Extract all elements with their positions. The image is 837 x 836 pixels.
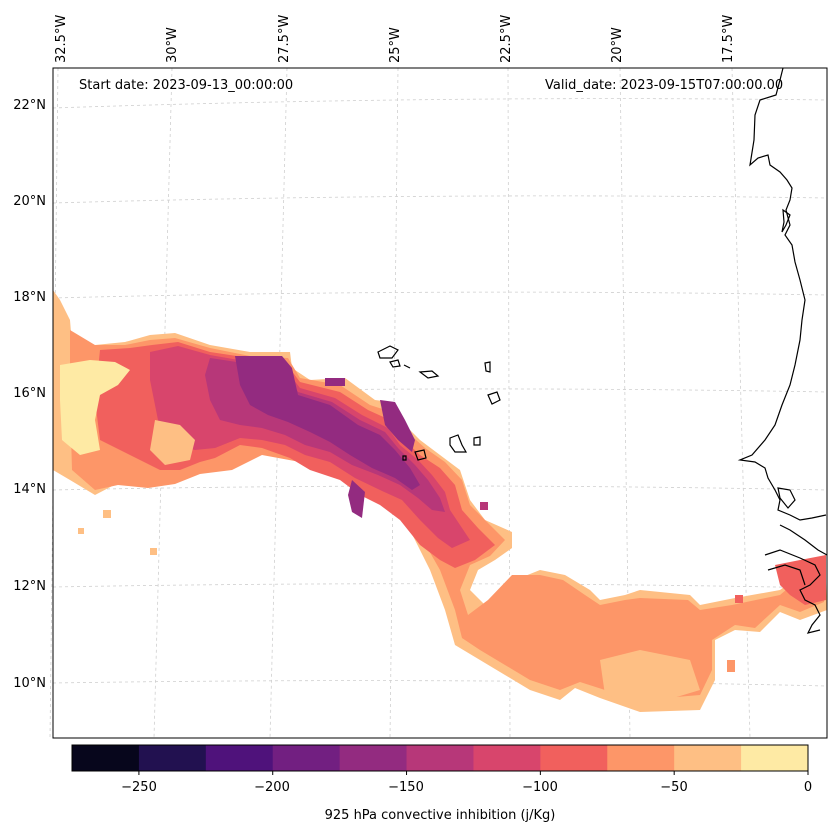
- colorbar-segment: [339, 745, 408, 771]
- colorbar-segment: [674, 745, 742, 771]
- colorbar-segment: [138, 745, 207, 771]
- cin-region-light-core-2: [600, 650, 700, 705]
- colorbar: [72, 745, 809, 771]
- colorbar-segment: [741, 745, 809, 771]
- colorbar-tick-label: 0: [803, 780, 813, 795]
- lon-label-25w: 25°W: [388, 27, 403, 63]
- lon-label-22-5w: 22.5°W: [499, 14, 514, 63]
- lon-label-30w: 30°W: [165, 27, 180, 63]
- lat-label-20n: 20°N: [13, 194, 46, 209]
- valid-date-text: Valid_date: 2023-09-15T07:00:00.00: [545, 78, 784, 93]
- lat-label-12n: 12°N: [13, 579, 46, 594]
- cin-region-palest: [60, 360, 130, 455]
- colorbar-segment: [607, 745, 675, 771]
- cin-region-salmon-2: [775, 555, 826, 605]
- cin-region-purple: [235, 356, 420, 490]
- cin-region-purple-2: [380, 400, 415, 452]
- lon-label-27-5w: 27.5°W: [277, 14, 292, 63]
- lat-label-10n: 10°N: [13, 676, 46, 691]
- cin-region-purple-3: [348, 480, 365, 518]
- colorbar-tick-label: −100: [522, 780, 558, 795]
- colorbar-segment: [540, 745, 608, 771]
- start-date-text: Start date: 2023-09-13_00:00:00: [79, 78, 294, 93]
- colorbar-segment: [272, 745, 341, 771]
- colorbar-tick-label: −150: [388, 780, 424, 795]
- lon-label-17-5w: 17.5°W: [721, 14, 736, 63]
- lat-label-22n: 22°N: [13, 98, 46, 113]
- lon-label-32-5w: 32.5°W: [54, 14, 69, 63]
- colorbar-segment: [406, 745, 474, 771]
- colorbar-tick-label: −200: [254, 780, 290, 795]
- colorbar-tick-label: −250: [121, 780, 157, 795]
- colorbar-label: 925 hPa convective inhibition (j/Kg): [324, 808, 556, 823]
- map-frame: [52, 67, 828, 739]
- coastlines: [377, 67, 828, 634]
- colorbar-segment: [473, 745, 541, 771]
- lat-label-16n: 16°N: [13, 386, 46, 401]
- lat-label-18n: 18°N: [13, 290, 46, 305]
- cin-region-purple-4: [325, 378, 345, 386]
- lon-label-20w: 20°W: [610, 27, 625, 63]
- cin-region-light-core: [150, 420, 195, 465]
- colorbar-segment: [205, 745, 274, 771]
- colorbar-ticks: [138, 771, 809, 775]
- colorbar-tick-label: −50: [660, 780, 688, 795]
- colorbar-segment: [72, 745, 140, 771]
- colorbar-frame: [71, 744, 809, 772]
- cin-contours: [53, 290, 827, 712]
- lat-label-14n: 14°N: [13, 482, 46, 497]
